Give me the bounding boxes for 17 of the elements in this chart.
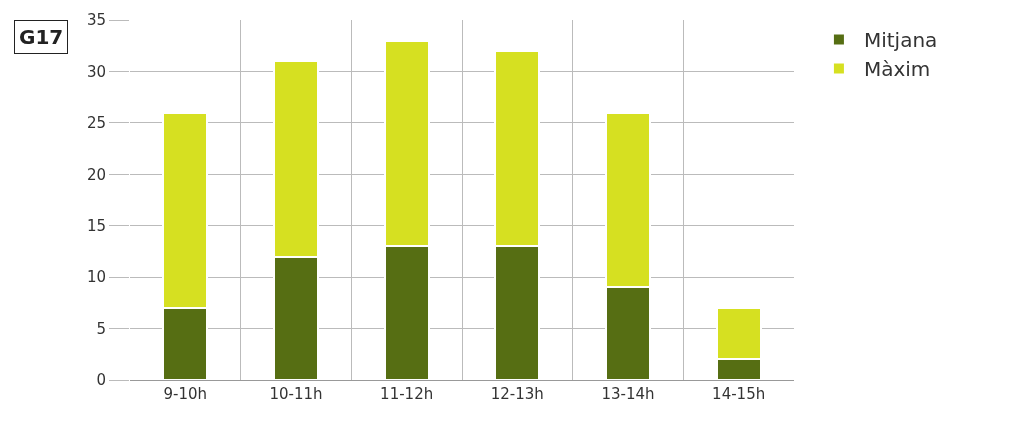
x-tick-label: 14-15h	[712, 385, 766, 403]
x-tick-label: 9-10h	[163, 385, 208, 403]
x-tick-label: 11-12h	[380, 385, 434, 403]
y-tick-label: 10	[86, 268, 106, 287]
x-tick-label: 12-13h	[490, 385, 544, 403]
y-tick-label: 0	[96, 371, 106, 390]
legend-label: Màxim	[863, 57, 931, 82]
y-tick-label: 5	[96, 319, 106, 338]
y-tick-label: 35	[86, 11, 106, 30]
legend-label: Mitjana	[863, 28, 938, 53]
y-tick-label: 20	[86, 165, 106, 184]
y-tick-label: 30	[86, 62, 106, 81]
y-tick-label: 25	[86, 114, 106, 133]
x-tick-label: 13-14h	[601, 385, 655, 403]
x-tick-label: 10-11h	[269, 385, 323, 403]
text: G17	[19, 25, 64, 49]
y-tick-label: 15	[86, 216, 106, 235]
